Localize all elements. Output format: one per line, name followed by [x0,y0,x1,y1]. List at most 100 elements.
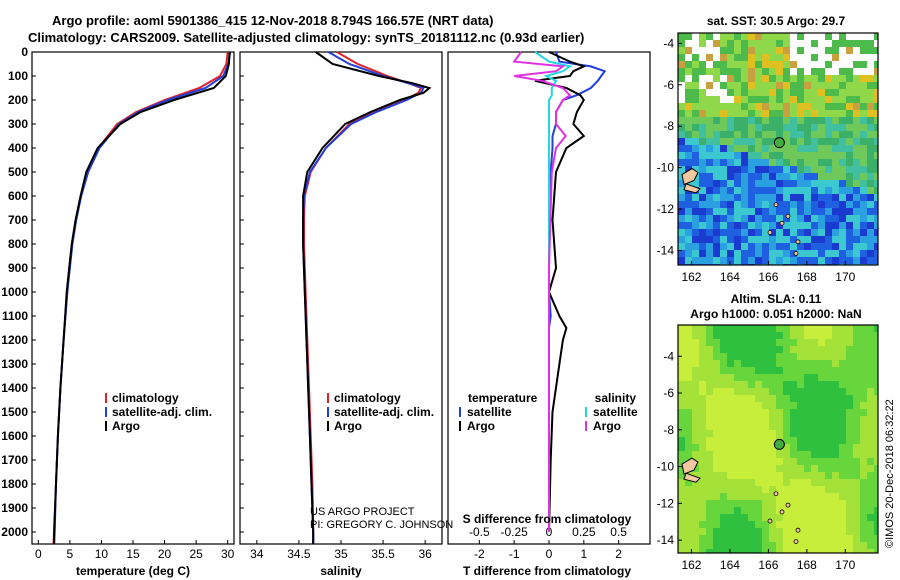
map-cell [727,395,734,402]
map-cell [839,47,846,54]
map-cell [839,229,846,236]
map-cell [860,208,867,215]
map-cell [783,521,790,528]
map-cell [839,346,846,353]
map-cell [692,40,699,47]
salinity-tick-label: 35 [334,547,348,561]
map-cell [790,451,797,458]
map-cell [713,61,720,68]
map-cell [769,103,776,110]
map-cell [867,325,874,332]
map-cell [797,395,804,402]
map-cell [839,257,846,264]
map-cell [825,339,832,346]
map-cell [860,47,867,54]
map-cell [874,138,878,145]
map-cell [741,465,748,472]
map-cell [867,514,874,521]
map-cell [783,395,790,402]
map-cell [741,96,748,103]
map-cell [811,507,818,514]
map-cell [839,381,846,388]
map-cell [846,521,853,528]
map-cell [685,493,692,500]
map-cell [874,395,878,402]
map-cell [776,472,783,479]
map-cell [692,430,699,437]
map-cell [685,124,692,131]
map-cell [741,437,748,444]
map-cell [825,465,832,472]
map-cell [839,187,846,194]
map-cell [755,145,762,152]
map-cell [748,472,755,479]
map-cell [706,493,713,500]
map-cell [804,500,811,507]
map-cell [755,82,762,89]
map-cell [839,75,846,82]
map-cell [790,208,797,215]
map-cell [818,159,825,166]
map-cell [692,61,699,68]
map-cell [699,229,706,236]
map-cell [699,402,706,409]
map-cell [769,332,776,339]
map-cell [853,229,860,236]
map-cell [797,159,804,166]
map-cell [678,332,685,339]
map-cell [790,89,797,96]
map-cell [706,131,713,138]
sst-map-islands [681,167,801,256]
map-cell [860,493,867,500]
map-cell [748,402,755,409]
map-cell [741,472,748,479]
map-cell [846,180,853,187]
map-cell [797,381,804,388]
map-cell [755,549,762,553]
map-cell [720,250,727,257]
map-cell [867,430,874,437]
map-cell [678,54,685,61]
map-cell [769,68,776,75]
map-cell [769,145,776,152]
map-cell [804,110,811,117]
map-cell [685,430,692,437]
map-cell [755,229,762,236]
map-cell [811,243,818,250]
salinity-tick-label: 36 [418,547,432,561]
map-cell [818,152,825,159]
map-cell [720,521,727,528]
map-cell [678,208,685,215]
map-cell [776,374,783,381]
map-cell [853,89,860,96]
map-cell [846,514,853,521]
map-cell [685,451,692,458]
map-cell [685,208,692,215]
map-cell [720,549,727,553]
map-cell [741,514,748,521]
map-cell [804,54,811,61]
map-cell [748,222,755,229]
map-cell [762,500,769,507]
map-cell [755,222,762,229]
map-cell [853,402,860,409]
map-cell [699,257,706,264]
map-cell [811,68,818,75]
map-cell [790,507,797,514]
map-cell [741,243,748,250]
map-cell [846,110,853,117]
map-cell [825,250,832,257]
map-cell [699,325,706,332]
map-cell [692,89,699,96]
map-cell [825,47,832,54]
map-cell [860,507,867,514]
map-cell [860,332,867,339]
map-cell [706,437,713,444]
map-cell [727,514,734,521]
map-cell [839,521,846,528]
map-cell [853,54,860,61]
map-cell [776,61,783,68]
temperature-panel: 0100200300400500600700800900100011001200… [1,45,234,578]
map-cell [853,353,860,360]
map-cell [853,416,860,423]
